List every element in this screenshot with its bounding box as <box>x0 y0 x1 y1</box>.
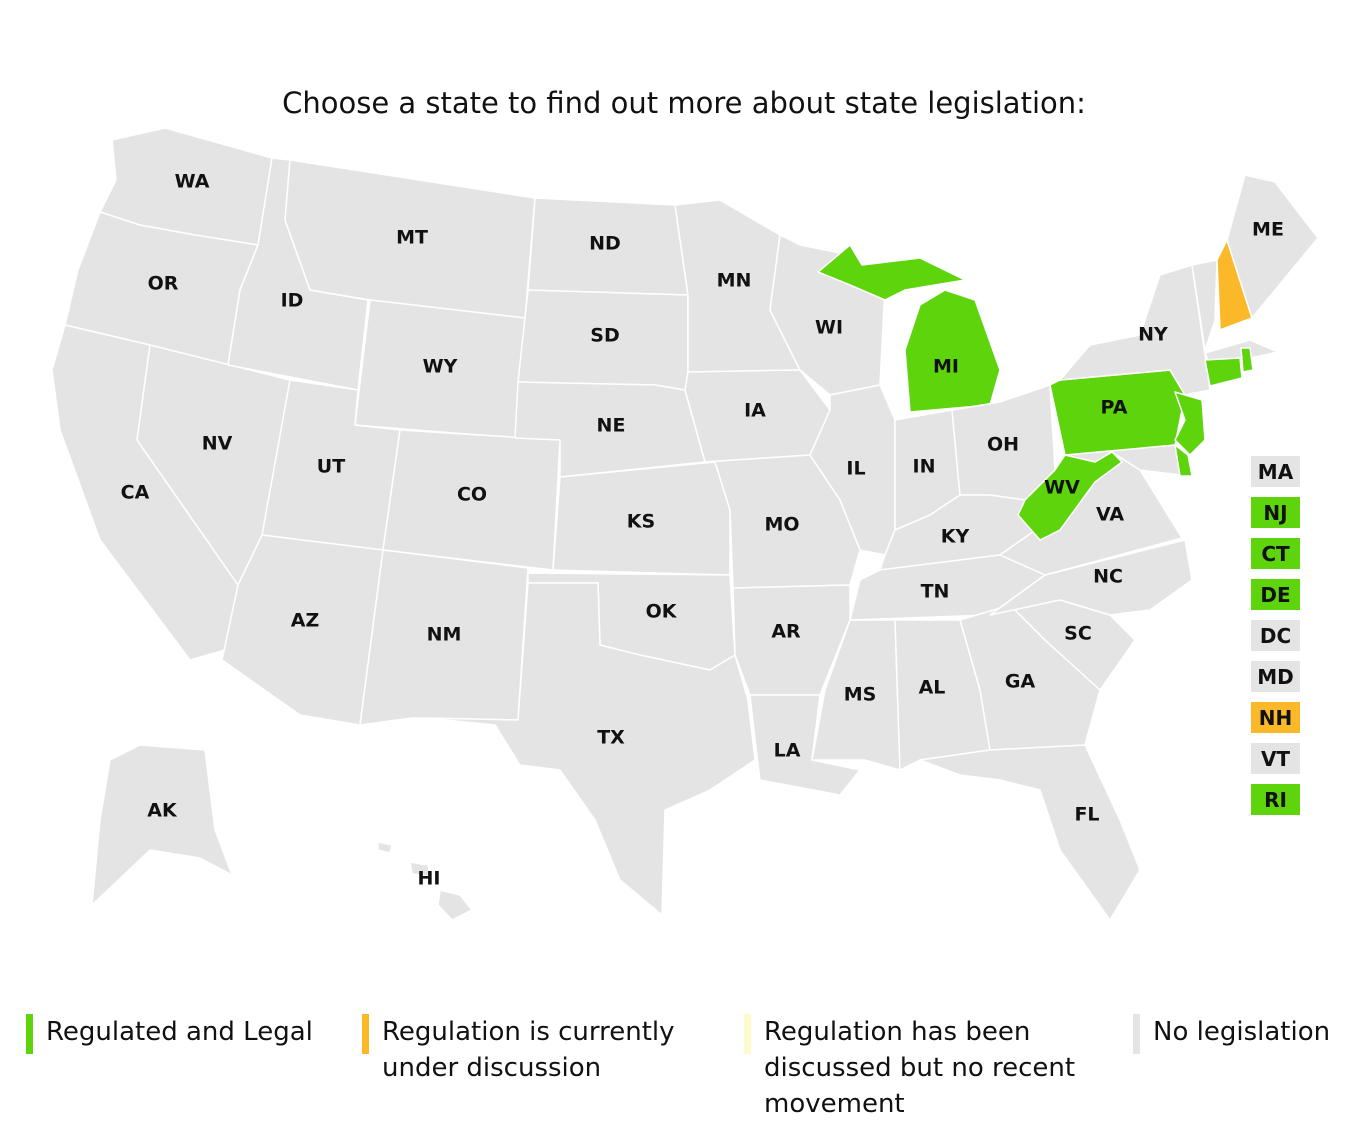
state-FL[interactable] <box>919 744 1141 921</box>
small-state-box-NJ[interactable]: NJ <box>1251 497 1300 528</box>
state-CT[interactable] <box>1204 357 1243 387</box>
small-state-box-CT[interactable]: CT <box>1251 538 1300 569</box>
state-PA[interactable] <box>1049 369 1186 456</box>
legend-stalled: Regulation has been discussed but no rec… <box>744 1014 1104 1122</box>
legend-label-regulated: Regulated and Legal <box>46 1017 313 1047</box>
state-NJ[interactable] <box>1174 391 1206 456</box>
legend-swatch-stalled <box>744 1014 751 1054</box>
legend-discussion: Regulation is currently under discussion <box>362 1014 702 1086</box>
state-AK[interactable] <box>91 744 233 906</box>
state-ND[interactable] <box>527 197 689 296</box>
state-WV[interactable] <box>1017 451 1123 541</box>
page-title: Choose a state to find out more about st… <box>282 86 1086 120</box>
state-RI[interactable] <box>1240 347 1254 373</box>
small-state-box-MA[interactable]: MA <box>1251 456 1300 487</box>
legend-swatch-none <box>1133 1014 1140 1054</box>
state-HI[interactable] <box>377 841 473 921</box>
legend-label-none: No legislation <box>1153 1017 1331 1047</box>
small-state-box-RI[interactable]: RI <box>1251 784 1300 815</box>
legend-label-discussion: Regulation is currently under discussion <box>382 1017 675 1083</box>
state-ME[interactable] <box>1226 174 1319 319</box>
legend-swatch-regulated <box>26 1014 33 1054</box>
state-DE[interactable] <box>1174 444 1193 477</box>
state-TX[interactable] <box>424 582 756 916</box>
state-SD[interactable] <box>517 289 689 391</box>
state-IA[interactable] <box>684 369 831 463</box>
state-WY[interactable] <box>354 299 526 439</box>
state-LA[interactable] <box>749 694 861 796</box>
small-state-box-VT[interactable]: VT <box>1251 743 1300 774</box>
legend-regulated: Regulated and Legal <box>26 1014 346 1054</box>
state-NC[interactable] <box>989 539 1193 616</box>
small-state-box-DE[interactable]: DE <box>1251 579 1300 610</box>
state-AR[interactable] <box>732 584 851 696</box>
state-IL[interactable] <box>809 384 896 556</box>
small-state-box-NH[interactable]: NH <box>1251 702 1300 733</box>
state-MI[interactable] <box>904 289 1001 413</box>
small-state-box-DC[interactable]: DC <box>1251 620 1300 651</box>
legend-none: No legislation <box>1133 1014 1368 1054</box>
state-KS[interactable] <box>552 461 731 576</box>
small-state-box-MD[interactable]: MD <box>1251 661 1300 692</box>
legend-swatch-discussion <box>362 1014 369 1054</box>
state-CO[interactable] <box>382 429 561 571</box>
state-MI-upper[interactable] <box>817 244 966 301</box>
state-NM[interactable] <box>359 549 529 726</box>
state-VT[interactable] <box>1191 259 1218 351</box>
legend-label-stalled: Regulation has been discussed but no rec… <box>764 1017 1076 1119</box>
